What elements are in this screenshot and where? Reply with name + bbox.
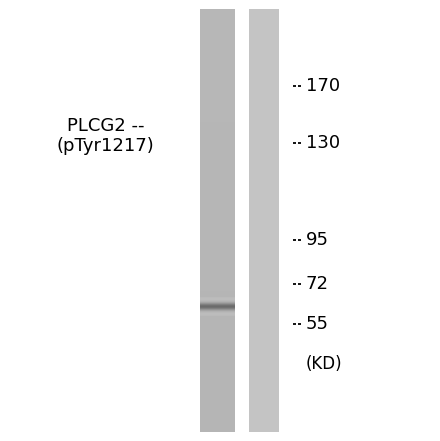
Bar (200, 263, 235, 270)
Bar (200, 185, 235, 192)
Bar (200, 9, 235, 16)
Bar (200, 404, 235, 411)
Bar (200, 9, 235, 432)
Bar (200, 143, 235, 150)
Bar (200, 220, 235, 228)
Text: PLCG2 --: PLCG2 -- (67, 117, 144, 135)
Bar (200, 171, 235, 178)
Bar (200, 291, 235, 298)
Bar (200, 242, 235, 249)
Bar (200, 270, 235, 277)
Bar (200, 101, 235, 108)
Bar (200, 228, 235, 235)
Bar (200, 277, 235, 284)
Bar (200, 86, 235, 93)
Bar (200, 418, 235, 425)
Text: 130: 130 (306, 135, 340, 152)
Bar (200, 305, 235, 312)
Bar (200, 213, 235, 220)
Bar (200, 312, 235, 319)
Bar (200, 23, 235, 30)
Text: (pTyr1217): (pTyr1217) (57, 137, 154, 154)
Bar (200, 376, 235, 383)
Bar (200, 108, 235, 115)
Bar (200, 348, 235, 355)
Text: 55: 55 (306, 315, 329, 333)
Bar (200, 298, 235, 305)
Bar (200, 319, 235, 326)
Bar (200, 30, 235, 37)
Bar (200, 256, 235, 263)
Bar (249, 9, 279, 432)
Bar (200, 58, 235, 65)
Bar (200, 122, 235, 129)
Bar (200, 37, 235, 44)
Bar (200, 235, 235, 242)
Text: 72: 72 (306, 276, 329, 293)
Bar (200, 383, 235, 390)
Bar (200, 157, 235, 164)
Bar (200, 44, 235, 51)
Bar (200, 115, 235, 122)
Bar (200, 206, 235, 213)
Bar (200, 340, 235, 348)
Bar (200, 93, 235, 101)
Bar (200, 72, 235, 79)
Text: (KD): (KD) (306, 355, 342, 373)
Bar (200, 79, 235, 86)
Bar (200, 164, 235, 171)
Bar (200, 51, 235, 58)
Bar (200, 333, 235, 340)
Bar (200, 249, 235, 256)
Text: 170: 170 (306, 77, 340, 95)
Bar (200, 355, 235, 362)
Bar (200, 16, 235, 23)
Text: 95: 95 (306, 232, 329, 249)
Bar (200, 150, 235, 157)
Bar (200, 411, 235, 418)
Bar (200, 390, 235, 397)
Bar (200, 192, 235, 199)
Bar (200, 425, 235, 432)
Bar (200, 178, 235, 185)
Bar (200, 369, 235, 376)
Bar (200, 136, 235, 143)
Bar (200, 284, 235, 291)
Bar (200, 199, 235, 206)
Bar (200, 129, 235, 136)
Bar (200, 362, 235, 369)
Bar (200, 65, 235, 72)
Bar (200, 397, 235, 404)
Bar (200, 326, 235, 333)
